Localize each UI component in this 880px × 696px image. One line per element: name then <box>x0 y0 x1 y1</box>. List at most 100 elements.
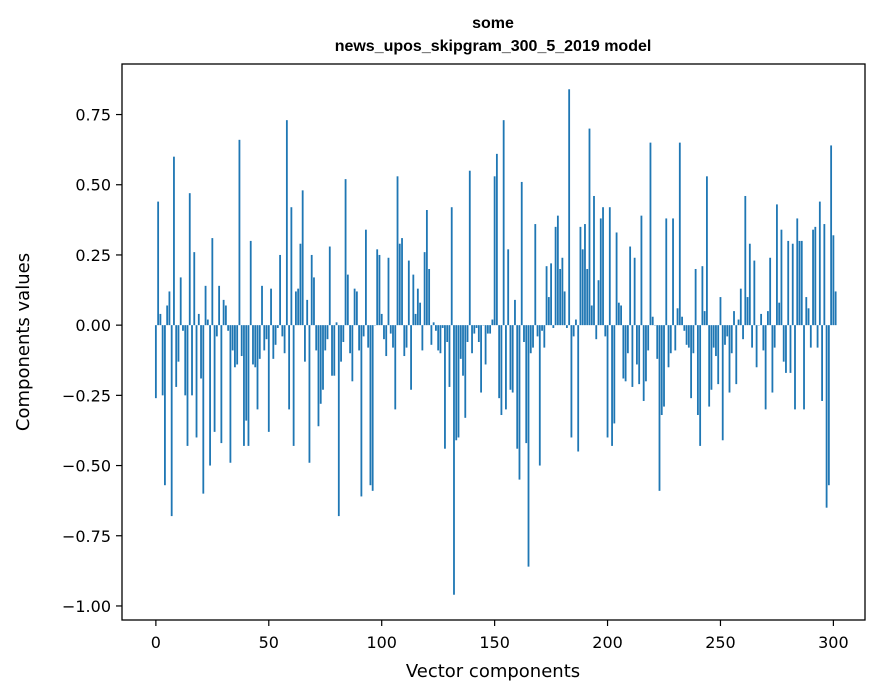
bar <box>579 226 582 326</box>
bar <box>511 325 514 393</box>
y-tick-label: 0.75 <box>75 106 111 125</box>
x-axis-label: Vector components <box>406 661 580 682</box>
bar <box>514 299 516 326</box>
bar <box>518 325 521 480</box>
bar <box>365 229 367 326</box>
bar <box>699 325 702 446</box>
bar <box>315 325 318 351</box>
y-tick-label: −0.75 <box>62 527 111 546</box>
bar <box>658 325 661 491</box>
bar <box>645 325 647 382</box>
bar <box>459 325 462 359</box>
bar <box>712 325 715 348</box>
bar <box>405 325 408 348</box>
bar <box>344 179 347 326</box>
bar <box>432 322 435 326</box>
bar <box>211 238 214 326</box>
bar <box>611 325 613 446</box>
bar <box>830 145 833 326</box>
bar <box>771 325 774 393</box>
bar <box>821 325 823 401</box>
bar <box>191 325 193 396</box>
bar <box>746 297 749 326</box>
bar <box>703 311 706 326</box>
x-tick-label: 0 <box>151 633 161 652</box>
bar <box>523 325 525 342</box>
bar <box>733 311 735 326</box>
bar <box>534 224 537 326</box>
bar <box>202 325 205 494</box>
bar <box>595 325 598 340</box>
bar <box>419 302 422 326</box>
bar <box>285 120 288 326</box>
bar <box>719 297 722 326</box>
bar <box>687 325 690 348</box>
bar <box>742 325 744 340</box>
bar <box>674 325 677 351</box>
bar <box>588 128 591 326</box>
bar <box>572 325 575 337</box>
bar <box>351 325 354 382</box>
bar <box>396 176 399 326</box>
bar <box>234 325 236 368</box>
bar <box>669 325 672 354</box>
bar <box>760 313 763 326</box>
bar <box>773 325 776 348</box>
bar <box>446 325 449 342</box>
bar <box>290 207 293 326</box>
bar <box>565 325 568 328</box>
y-axis-label: Components values <box>13 253 34 431</box>
bar <box>559 268 562 326</box>
bar <box>218 285 221 326</box>
bar <box>276 325 279 328</box>
x-tick-label: 100 <box>366 633 397 652</box>
bar <box>631 325 634 387</box>
bar <box>340 325 342 362</box>
bar <box>193 252 196 326</box>
bar <box>552 325 555 328</box>
bar <box>236 325 239 365</box>
bar <box>243 325 245 446</box>
bar <box>288 325 291 410</box>
bar <box>304 325 306 362</box>
bar <box>263 325 266 351</box>
bar <box>245 325 248 421</box>
bar <box>337 325 340 517</box>
bar <box>563 291 566 326</box>
bar <box>177 325 180 362</box>
bar <box>791 243 794 326</box>
y-tick-label: 0.00 <box>75 316 111 335</box>
bar <box>780 229 783 326</box>
bar <box>685 325 688 345</box>
bar <box>213 325 216 432</box>
bar <box>254 325 257 368</box>
bar <box>694 268 697 326</box>
y-tick-label: −0.50 <box>62 457 111 476</box>
bar <box>310 254 313 326</box>
bar <box>231 325 234 351</box>
bar <box>550 263 552 326</box>
bar <box>798 240 801 326</box>
bar <box>394 325 397 410</box>
bar <box>577 325 580 452</box>
x-tick-label: 150 <box>479 633 510 652</box>
bar <box>258 325 261 359</box>
bar <box>161 325 164 396</box>
plot-frame <box>121 63 866 621</box>
bar <box>444 325 446 449</box>
bar <box>471 325 473 354</box>
bar <box>755 325 758 368</box>
bar <box>441 325 444 328</box>
bar <box>681 316 683 326</box>
bar <box>586 268 589 326</box>
bar <box>227 325 230 331</box>
bar <box>776 204 778 326</box>
bar <box>785 325 787 373</box>
bar <box>794 325 796 410</box>
bar <box>597 280 600 326</box>
bar <box>170 325 173 517</box>
bar <box>448 325 451 387</box>
bar <box>270 288 272 326</box>
bar <box>195 325 198 438</box>
